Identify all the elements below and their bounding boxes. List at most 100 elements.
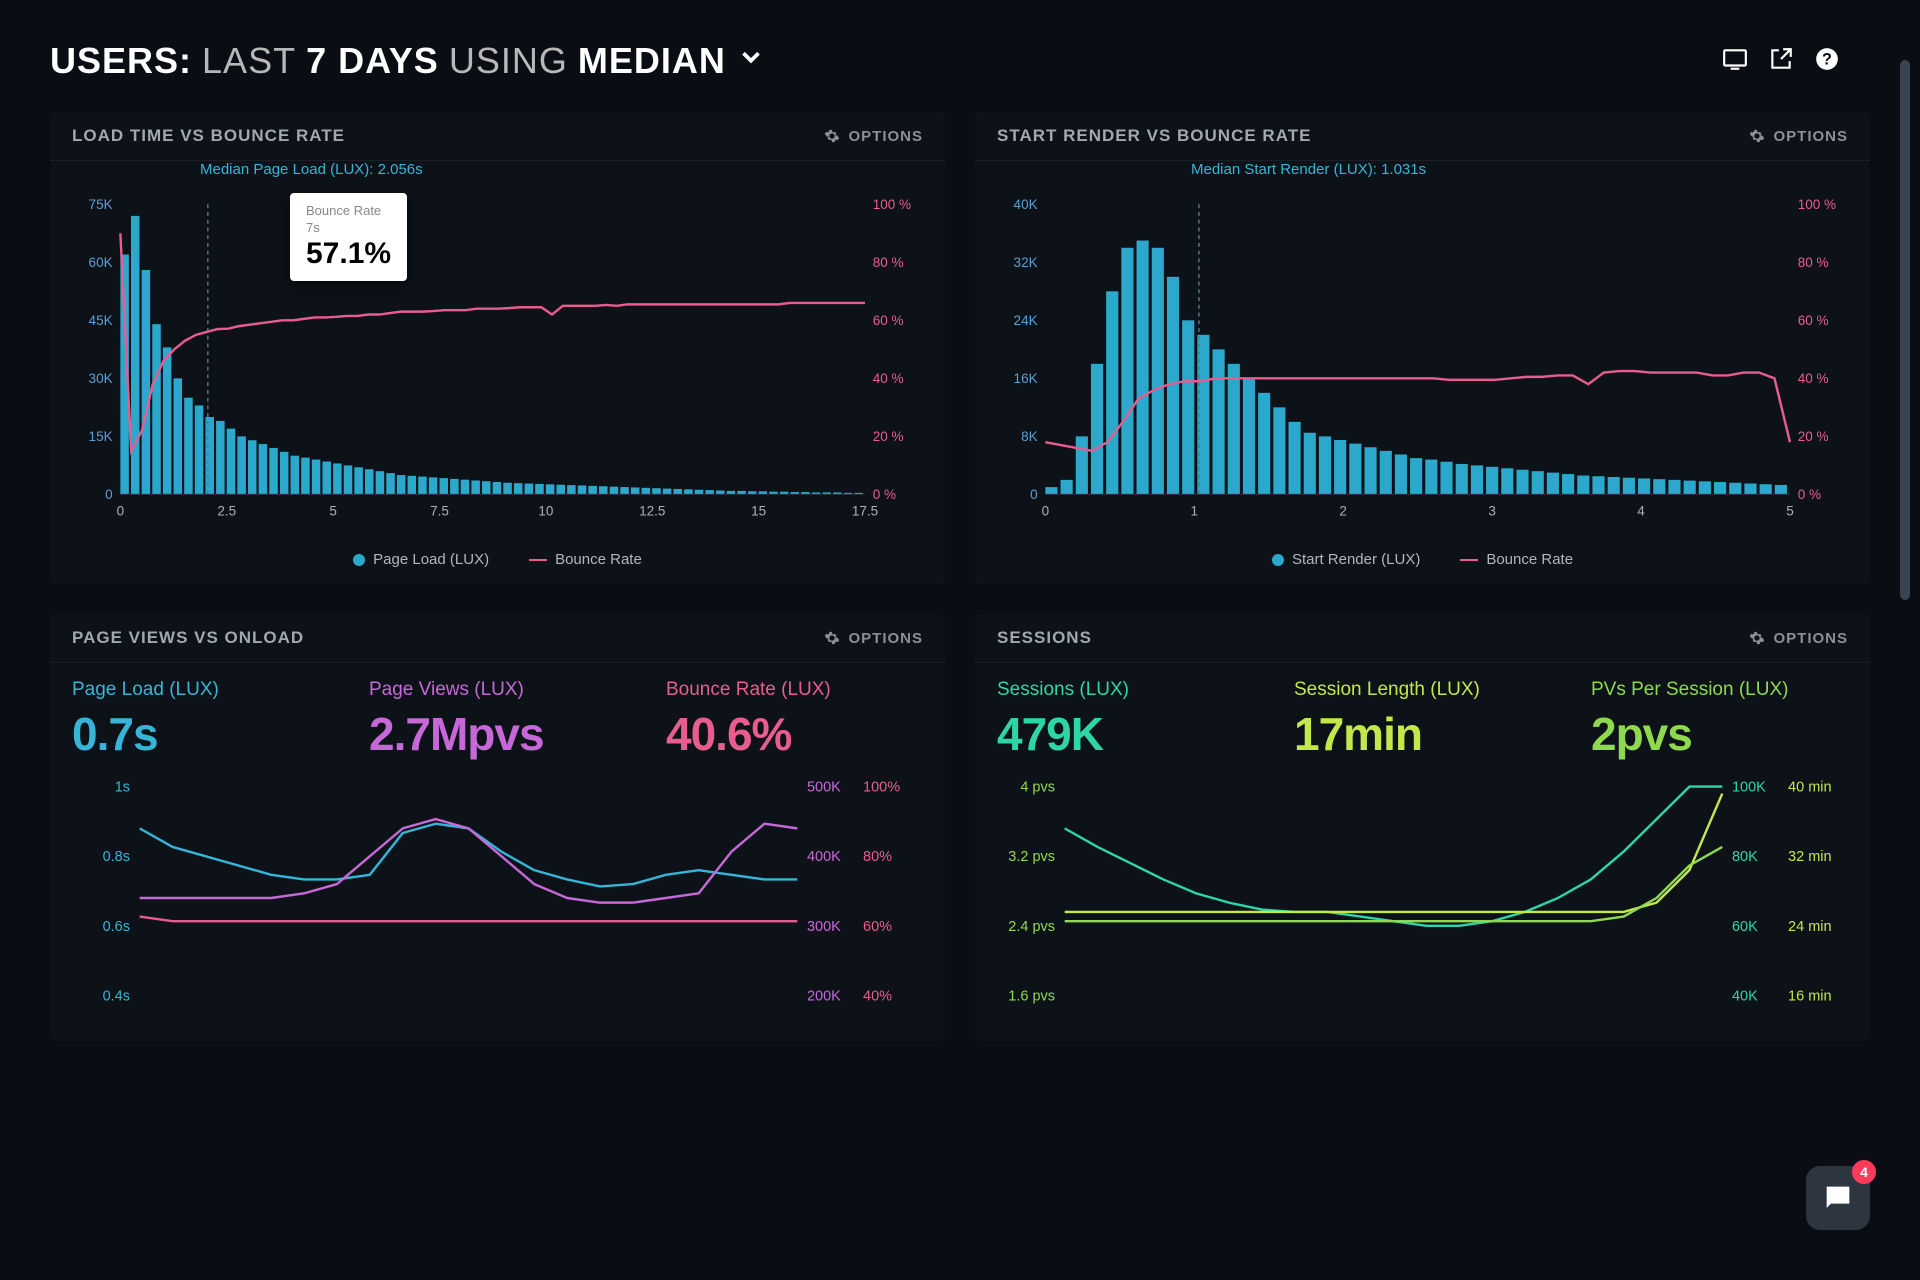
svg-text:100 %: 100 % (873, 197, 911, 212)
svg-text:500K: 500K (807, 780, 841, 796)
svg-text:40K: 40K (1732, 989, 1758, 1005)
panel-title: LOAD TIME VS BOUNCE RATE (72, 126, 345, 146)
options-button[interactable]: OPTIONS (824, 128, 923, 145)
svg-text:3.2 pvs: 3.2 pvs (1008, 849, 1055, 865)
metric: Page Load (LUX) 0.7s (72, 679, 329, 761)
svg-text:15: 15 (751, 504, 766, 519)
svg-text:0.8s: 0.8s (103, 849, 130, 865)
svg-text:20 %: 20 % (873, 429, 904, 444)
svg-text:10: 10 (538, 504, 553, 519)
svg-text:40%: 40% (863, 989, 892, 1005)
gear-icon (824, 630, 840, 646)
svg-text:60K: 60K (1732, 919, 1758, 935)
svg-text:75K: 75K (89, 197, 113, 212)
svg-text:0.6s: 0.6s (103, 919, 130, 935)
metric-value: 17min (1294, 707, 1551, 761)
svg-text:2.4 pvs: 2.4 pvs (1008, 919, 1055, 935)
svg-text:60%: 60% (863, 919, 892, 935)
svg-text:5: 5 (1786, 504, 1794, 519)
svg-text:32 min: 32 min (1788, 849, 1832, 865)
metric: Bounce Rate (LUX) 40.6% (666, 679, 923, 761)
help-icon[interactable]: ? (1814, 46, 1840, 77)
svg-text:40K: 40K (1014, 197, 1038, 212)
svg-text:0 %: 0 % (1798, 487, 1821, 502)
metric: Session Length (LUX) 17min (1294, 679, 1551, 761)
svg-text:0: 0 (117, 504, 125, 519)
gear-icon (1749, 128, 1765, 144)
chart-page-views: 1s0.8s0.6s0.4s500K100%400K80%300K60%200K… (50, 761, 945, 1041)
marker-label: Median Page Load (LUX): 2.056s (200, 161, 423, 178)
panel-title: SESSIONS (997, 628, 1092, 648)
svg-text:80K: 80K (1732, 849, 1758, 865)
gear-icon (1749, 630, 1765, 646)
chart-start-render: 08K16K24K32K40K0 %20 %40 %60 %80 %100 %0… (997, 179, 1848, 539)
monitor-icon[interactable] (1722, 46, 1748, 77)
svg-text:0: 0 (105, 487, 113, 502)
svg-text:12.5: 12.5 (639, 504, 665, 519)
svg-text:0: 0 (1030, 487, 1038, 502)
svg-text:200K: 200K (807, 989, 841, 1005)
svg-text:4 pvs: 4 pvs (1020, 780, 1055, 796)
title-median: MEDIAN (578, 40, 726, 82)
svg-text:0: 0 (1042, 504, 1050, 519)
svg-text:100 %: 100 % (1798, 197, 1836, 212)
metric: PVs Per Session (LUX) 2pvs (1591, 679, 1848, 761)
panel-start-render: START RENDER VS BOUNCE RATE OPTIONS Medi… (975, 112, 1870, 584)
svg-text:16K: 16K (1014, 371, 1038, 386)
legend: Page Load (LUX) Bounce Rate (72, 551, 923, 568)
panel-sessions: SESSIONS OPTIONS Sessions (LUX) 479K Ses… (975, 614, 1870, 1041)
svg-text:4: 4 (1637, 504, 1645, 519)
title-using: USING (449, 40, 568, 82)
svg-text:100%: 100% (863, 780, 900, 796)
metric-label: Bounce Rate (LUX) (666, 679, 923, 701)
svg-text:16 min: 16 min (1788, 989, 1832, 1005)
panel-load-time: LOAD TIME VS BOUNCE RATE OPTIONS Median … (50, 112, 945, 584)
svg-text:7.5: 7.5 (430, 504, 449, 519)
chat-icon (1821, 1181, 1855, 1215)
metric-value: 2.7Mpvs (369, 707, 626, 761)
svg-text:17.5: 17.5 (852, 504, 878, 519)
chat-button[interactable]: 4 (1806, 1166, 1870, 1230)
options-button[interactable]: OPTIONS (1749, 630, 1848, 647)
svg-text:24K: 24K (1014, 313, 1038, 328)
title-last: LAST (202, 40, 296, 82)
svg-text:45K: 45K (89, 313, 113, 328)
gear-icon (824, 128, 840, 144)
svg-text:5: 5 (329, 504, 337, 519)
metric-value: 0.7s (72, 707, 329, 761)
svg-text:40 %: 40 % (873, 371, 904, 386)
svg-text:2.5: 2.5 (217, 504, 236, 519)
metric-label: Page Load (LUX) (72, 679, 329, 701)
options-button[interactable]: OPTIONS (824, 630, 923, 647)
panel-title: PAGE VIEWS VS ONLOAD (72, 628, 304, 648)
metric: Page Views (LUX) 2.7Mpvs (369, 679, 626, 761)
svg-text:100K: 100K (1732, 780, 1766, 796)
metric-value: 40.6% (666, 707, 923, 761)
notification-badge: 4 (1852, 1160, 1876, 1184)
svg-text:0 %: 0 % (873, 487, 896, 502)
title-days: 7 DAYS (306, 40, 439, 82)
svg-text:1: 1 (1191, 504, 1199, 519)
svg-text:?: ? (1822, 50, 1832, 68)
svg-text:300K: 300K (807, 919, 841, 935)
chart-sessions: 4 pvs3.2 pvs2.4 pvs1.6 pvs100K40 min80K3… (975, 761, 1870, 1041)
chart-load-time: 015K30K45K60K75K0 %20 %40 %60 %80 %100 %… (72, 179, 923, 539)
svg-text:8K: 8K (1021, 429, 1038, 444)
svg-text:20 %: 20 % (1798, 429, 1829, 444)
svg-text:40 %: 40 % (1798, 371, 1829, 386)
page-title[interactable]: USERS: LAST 7 DAYS USING MEDIAN (50, 40, 766, 82)
share-icon[interactable] (1768, 46, 1794, 77)
svg-text:30K: 30K (89, 371, 113, 386)
legend: Start Render (LUX) Bounce Rate (997, 551, 1848, 568)
scrollbar[interactable] (1900, 60, 1910, 600)
chevron-down-icon[interactable] (736, 42, 766, 80)
panel-page-views: PAGE VIEWS VS ONLOAD OPTIONS Page Load (… (50, 614, 945, 1041)
svg-text:24 min: 24 min (1788, 919, 1832, 935)
svg-text:1s: 1s (115, 780, 130, 796)
svg-text:60K: 60K (89, 255, 113, 270)
options-button[interactable]: OPTIONS (1749, 128, 1848, 145)
svg-text:15K: 15K (89, 429, 113, 444)
svg-text:400K: 400K (807, 849, 841, 865)
metric-label: Sessions (LUX) (997, 679, 1254, 701)
title-prefix: USERS: (50, 40, 192, 82)
